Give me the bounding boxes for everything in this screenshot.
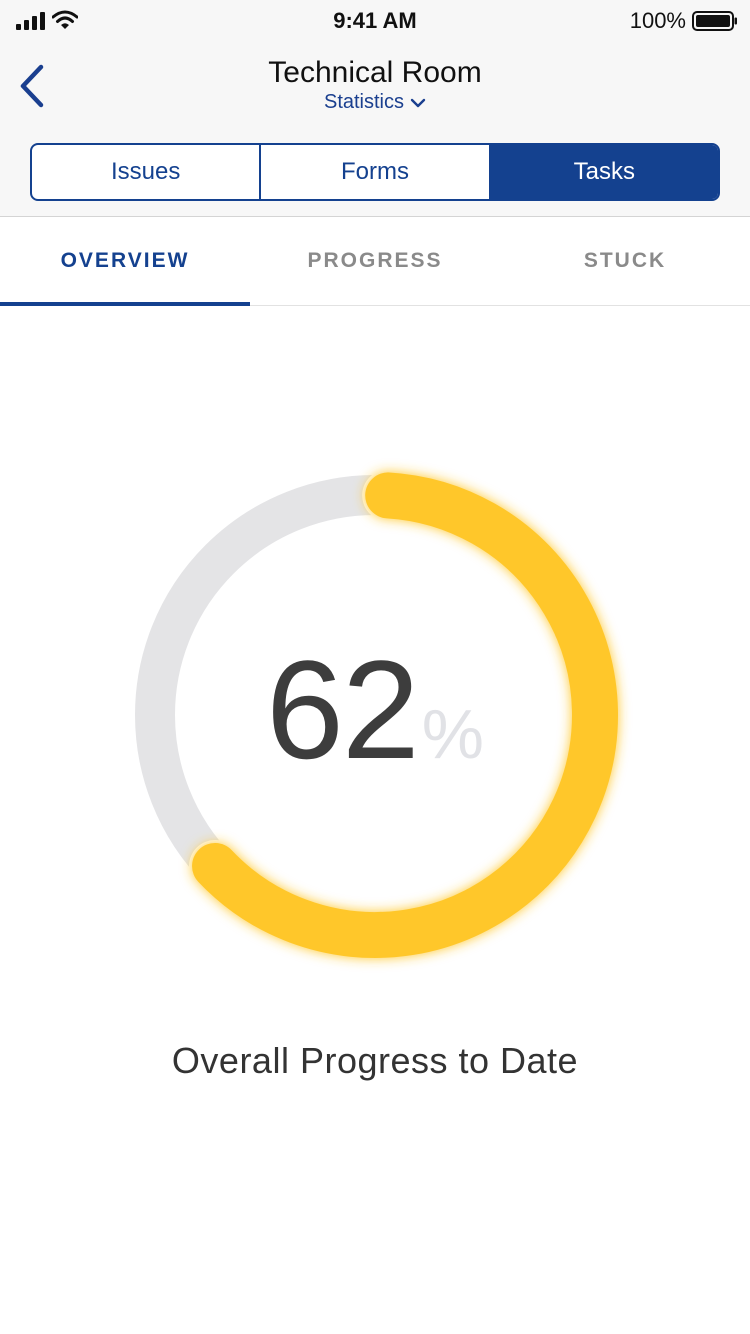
segment-tasks[interactable]: Tasks (490, 145, 718, 199)
tab-overview[interactable]: OVERVIEW (0, 217, 250, 306)
wifi-icon (52, 10, 78, 29)
tab-progress[interactable]: PROGRESS (307, 249, 443, 272)
view-selector-dropdown[interactable]: Statistics (200, 91, 550, 114)
back-button[interactable] (8, 58, 56, 114)
chevron-left-icon (20, 64, 44, 108)
battery-icon (692, 11, 737, 31)
segment-forms[interactable]: Forms (261, 145, 491, 199)
battery-percent: 100% (629, 8, 686, 33)
tab-stuck[interactable]: STUCK (583, 249, 667, 272)
chevron-down-icon (410, 98, 426, 107)
segment-issues[interactable]: Issues (32, 145, 262, 199)
header-area: 9:41 AM 100% Technical Room Statistics I… (0, 0, 750, 217)
subtab-bar: OVERVIEW PROGRESS STUCK (0, 217, 750, 306)
view-selector-label: Statistics (323, 91, 405, 113)
page-title: Technical Room (268, 56, 482, 89)
progress-value: 62 % (115, 640, 635, 790)
status-bar: 9:41 AM 100% (0, 0, 750, 40)
progress-ring-fill (192, 472, 618, 958)
progress-number: 62 (266, 631, 420, 788)
progress-ring (135, 469, 621, 961)
category-segmented-control: Issues Forms Tasks (30, 143, 720, 201)
signal-icon (16, 12, 45, 30)
status-time: 9:41 AM (333, 8, 417, 33)
progress-unit: % (421, 695, 484, 773)
progress-caption: Overall Progress to Date (171, 1040, 579, 1081)
